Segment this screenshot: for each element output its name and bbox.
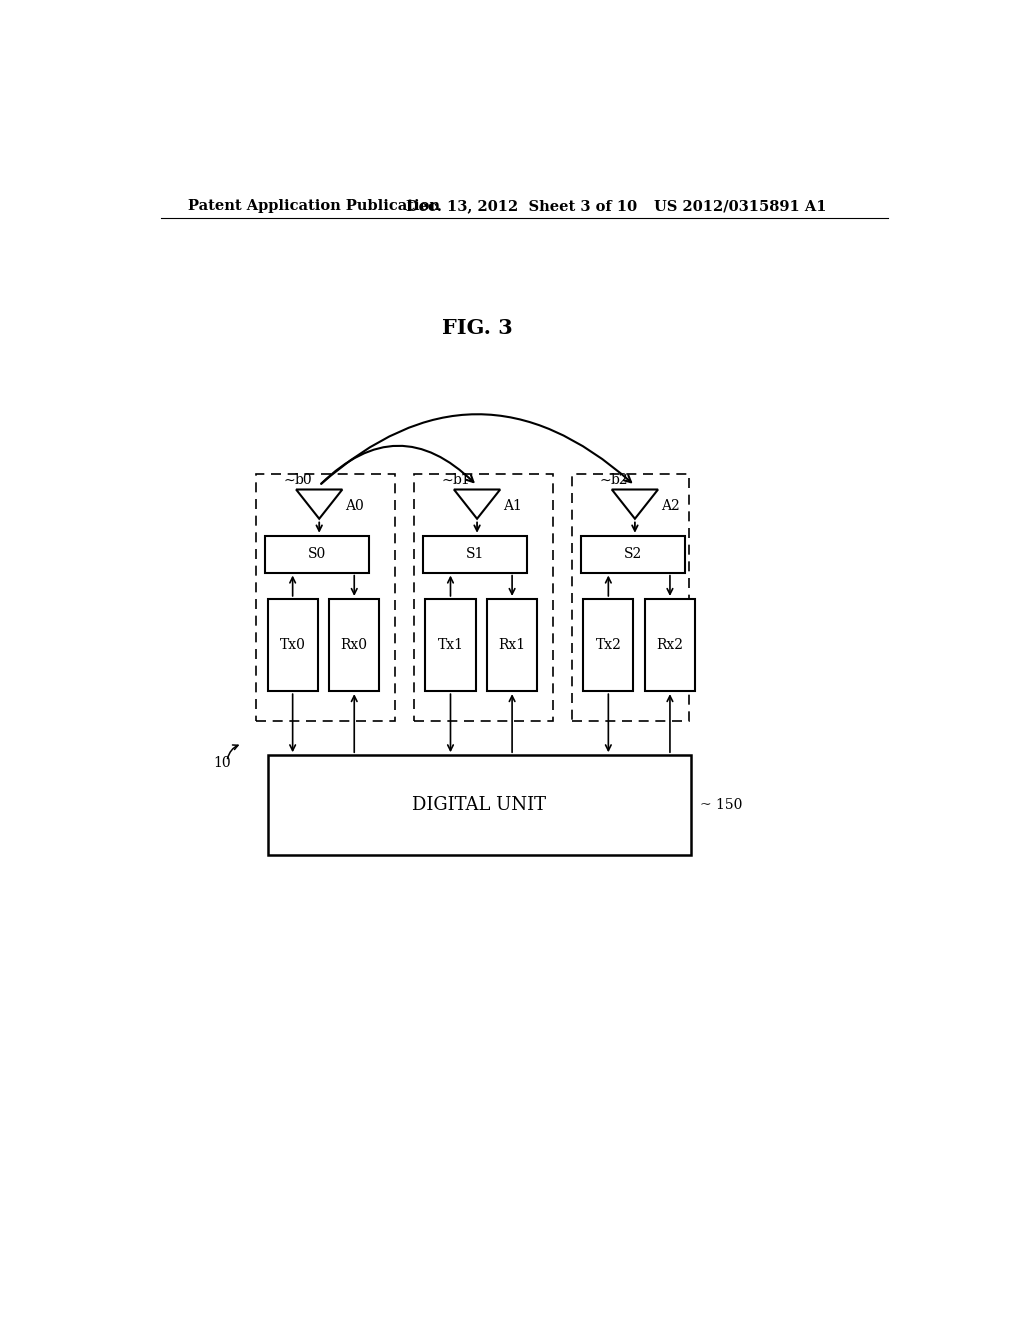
Text: Tx1: Tx1 xyxy=(437,638,464,652)
Text: ~: ~ xyxy=(284,474,295,487)
Bar xyxy=(487,599,538,692)
Bar xyxy=(330,599,379,692)
Text: S1: S1 xyxy=(466,548,484,561)
Bar xyxy=(267,599,317,692)
Text: A0: A0 xyxy=(345,499,365,512)
Bar xyxy=(584,599,634,692)
Polygon shape xyxy=(454,490,500,519)
Text: US 2012/0315891 A1: US 2012/0315891 A1 xyxy=(654,199,826,213)
Text: b1: b1 xyxy=(453,474,470,487)
Bar xyxy=(645,599,695,692)
Text: FIG. 3: FIG. 3 xyxy=(441,318,512,338)
Text: ~: ~ xyxy=(441,474,454,487)
Text: 10: 10 xyxy=(214,756,231,770)
Text: Rx1: Rx1 xyxy=(499,638,525,652)
Text: Rx0: Rx0 xyxy=(341,638,368,652)
Bar xyxy=(414,474,553,721)
Text: Patent Application Publication: Patent Application Publication xyxy=(188,199,440,213)
Text: b0: b0 xyxy=(295,474,312,487)
Text: Tx2: Tx2 xyxy=(595,638,622,652)
Text: ~: ~ xyxy=(599,474,611,487)
Bar xyxy=(425,599,475,692)
Bar xyxy=(267,755,691,855)
Bar xyxy=(581,536,685,573)
Text: S2: S2 xyxy=(624,548,642,561)
Polygon shape xyxy=(296,490,342,519)
Text: ~ 150: ~ 150 xyxy=(700,799,742,812)
Text: S0: S0 xyxy=(308,548,327,561)
Text: A1: A1 xyxy=(503,499,522,512)
Text: Dec. 13, 2012  Sheet 3 of 10: Dec. 13, 2012 Sheet 3 of 10 xyxy=(407,199,637,213)
Bar xyxy=(265,536,370,573)
Text: DIGITAL UNIT: DIGITAL UNIT xyxy=(413,796,547,814)
Text: b2: b2 xyxy=(610,474,628,487)
Text: Tx0: Tx0 xyxy=(280,638,305,652)
Polygon shape xyxy=(611,490,658,519)
Bar xyxy=(423,536,527,573)
Text: Rx2: Rx2 xyxy=(656,638,683,652)
Bar xyxy=(256,474,394,721)
Text: A2: A2 xyxy=(662,499,680,512)
Bar xyxy=(571,474,689,721)
